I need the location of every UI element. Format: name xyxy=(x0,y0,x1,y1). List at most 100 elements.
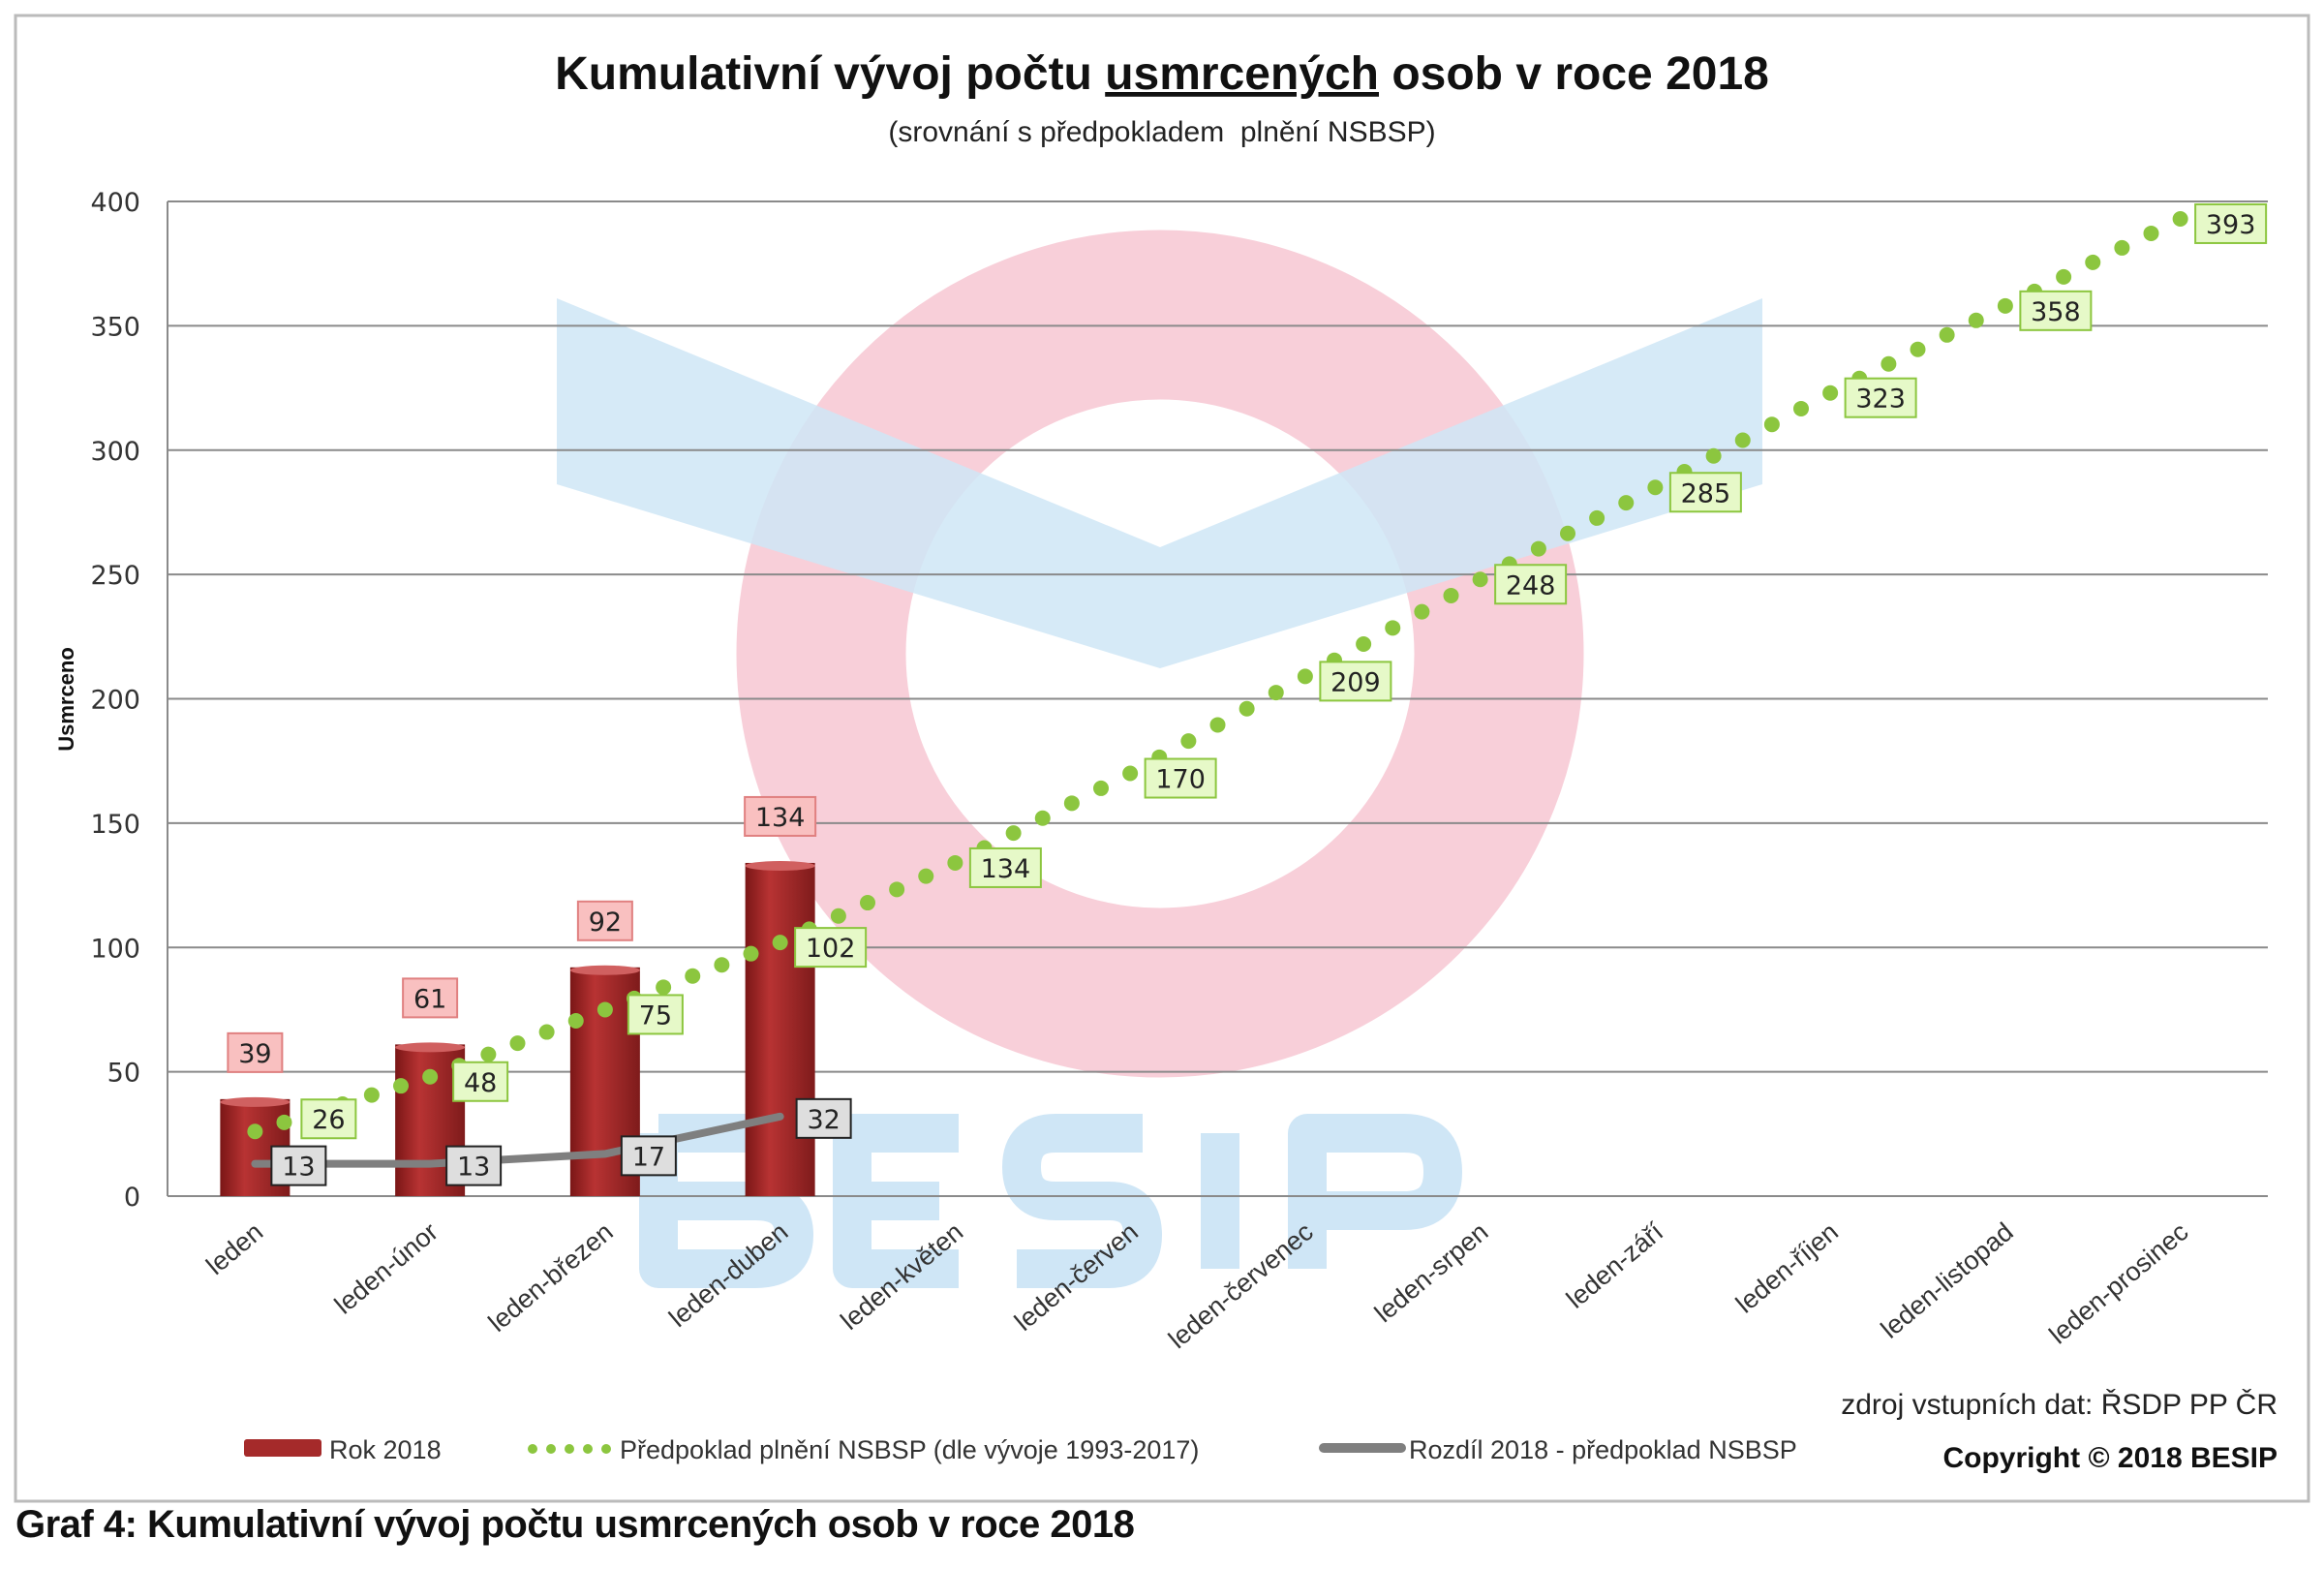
predpoklad-value-label-box xyxy=(794,927,868,969)
watermark-letter-p xyxy=(1288,1114,1462,1269)
bar-value-label-box xyxy=(227,1031,284,1073)
chart-subtitle: (srovnání s předpokladem plnění NSBSP) xyxy=(888,116,1435,148)
predpoklad-dot xyxy=(1734,432,1751,448)
predpoklad-value-label: 102 xyxy=(806,934,856,964)
copyright: Copyright © 2018 BESIP xyxy=(1942,1442,2278,1474)
predpoklad-dot xyxy=(1881,355,1897,372)
y-tick-label: 100 xyxy=(90,934,140,964)
predpoklad-value-label: 48 xyxy=(464,1068,497,1098)
predpoklad-value-label-box xyxy=(627,994,684,1035)
predpoklad-dot xyxy=(2172,210,2188,227)
predpoklad-dot xyxy=(1822,385,1839,401)
predpoklad-dot xyxy=(860,895,875,911)
predpoklad-dot xyxy=(1034,810,1051,826)
predpoklad-dot xyxy=(1705,447,1722,464)
y-tick-label: 150 xyxy=(90,810,140,840)
predpoklad-value-label: 285 xyxy=(1681,478,1731,508)
legend-swatch-predpoklad xyxy=(528,1444,611,1454)
predpoklad-value-label: 323 xyxy=(1855,385,1906,415)
rozdil-line xyxy=(251,1112,784,1168)
predpoklad-value-label-box xyxy=(968,846,1042,888)
predpoklad-value-label-box xyxy=(1494,564,1568,605)
predpoklad-dot xyxy=(1997,297,2013,314)
legend-label-predpoklad: Předpoklad plnění NSBSP (dle vývoje 1993… xyxy=(620,1435,1199,1464)
predpoklad-dot xyxy=(947,854,963,871)
predpoklad-dot xyxy=(596,1001,613,1018)
predpoklad-dot xyxy=(1472,571,1488,588)
predpoklad-dot xyxy=(538,1024,555,1040)
rozdil-value-label: 13 xyxy=(457,1153,490,1183)
predpoklad-dot xyxy=(830,908,846,924)
predpoklad-dot xyxy=(276,1114,292,1130)
rozdil-value-label-box xyxy=(620,1135,677,1177)
predpoklad-dot xyxy=(1122,765,1139,782)
watermark-letter-e xyxy=(833,1114,959,1288)
rozdil-value-label-box xyxy=(445,1145,503,1186)
bar-top xyxy=(395,1042,466,1053)
legend-swatch-rok-2018 xyxy=(244,1439,321,1457)
predpoklad-dot xyxy=(1647,479,1664,496)
chart-title: Kumulativní vývoj počtu usmrcených osob … xyxy=(555,48,1769,100)
predpoklad-value-label-box xyxy=(2019,290,2093,331)
predpoklad-value-label: 26 xyxy=(312,1105,345,1135)
y-axis-label: Usmrceno xyxy=(54,647,78,752)
source-note: zdroj vstupních dat: ŘSDP PP ČR xyxy=(1841,1388,2278,1421)
predpoklad-dot xyxy=(480,1046,497,1062)
rozdil-value-label: 32 xyxy=(807,1105,840,1135)
watermark-ring xyxy=(736,230,1584,1078)
legend: Rok 2018 Předpoklad plnění NSBSP (dle vý… xyxy=(244,1435,1797,1464)
predpoklad-dot xyxy=(1005,825,1022,842)
watermark-lettering xyxy=(639,1114,1462,1288)
predpoklad-dot xyxy=(1589,509,1605,526)
figure-caption: Graf 4: Kumulativní vývoj počtu usmrcený… xyxy=(15,1503,1135,1546)
predpoklad-dot xyxy=(714,957,730,973)
predpoklad-dot xyxy=(1910,341,1926,357)
legend-dot xyxy=(583,1444,593,1454)
predpoklad-dot xyxy=(247,1123,263,1140)
predpoklad-dot xyxy=(1939,326,1955,343)
y-tick-label: 50 xyxy=(107,1059,140,1089)
predpoklad-dot xyxy=(2114,239,2130,256)
predpoklad-value-label-box xyxy=(1319,661,1392,702)
predpoklad-dot xyxy=(1443,587,1459,603)
bar-value-label: 61 xyxy=(413,984,446,1014)
y-tick-label: 300 xyxy=(90,437,140,467)
predpoklad-dot xyxy=(1356,636,1372,653)
predpoklad-dot xyxy=(393,1078,409,1094)
bar-top xyxy=(220,1096,290,1107)
predpoklad-value-label-box xyxy=(1144,757,1217,799)
predpoklad-dot xyxy=(509,1035,526,1052)
predpoklad-dot xyxy=(1093,780,1109,796)
y-tick-label: 350 xyxy=(90,312,140,342)
predpoklad-dot xyxy=(1180,733,1197,750)
predpoklad-dot xyxy=(422,1068,439,1085)
bar-rok-2018 xyxy=(745,862,815,1196)
predpoklad-dot xyxy=(1238,700,1255,717)
rozdil-value-label-box xyxy=(270,1145,327,1186)
bar-value-label-box xyxy=(402,977,459,1019)
y-tick-label: 400 xyxy=(90,188,140,218)
predpoklad-value-label: 358 xyxy=(2031,297,2081,327)
bar-top xyxy=(569,965,640,975)
predpoklad-value-label: 393 xyxy=(2206,210,2256,240)
besip-watermark-logo xyxy=(557,230,1762,1288)
predpoklad-dot xyxy=(1560,525,1575,541)
predpoklad-value-label: 248 xyxy=(1506,570,1556,600)
rozdil-value-label: 13 xyxy=(282,1153,315,1183)
watermark-chevron xyxy=(557,298,1762,668)
predpoklad-dot xyxy=(2085,254,2101,270)
predpoklad-value-label: 170 xyxy=(1155,765,1206,795)
watermark-letter-s xyxy=(1002,1114,1162,1288)
predpoklad-dot xyxy=(918,868,934,884)
bar-top xyxy=(745,860,815,871)
predpoklad-value-label-box xyxy=(1668,472,1742,513)
predpoklad-value-label-box xyxy=(300,1098,357,1140)
predpoklad-dot xyxy=(685,968,701,984)
predpoklad-dot xyxy=(363,1087,380,1103)
predpoklad-dot xyxy=(1618,495,1635,511)
predpoklad-value-label: 75 xyxy=(639,1000,672,1031)
predpoklad-dot xyxy=(1385,620,1401,636)
predpoklad-value-label: 209 xyxy=(1330,667,1381,697)
bar-value-label: 92 xyxy=(589,908,622,938)
predpoklad-dot xyxy=(1530,540,1546,557)
